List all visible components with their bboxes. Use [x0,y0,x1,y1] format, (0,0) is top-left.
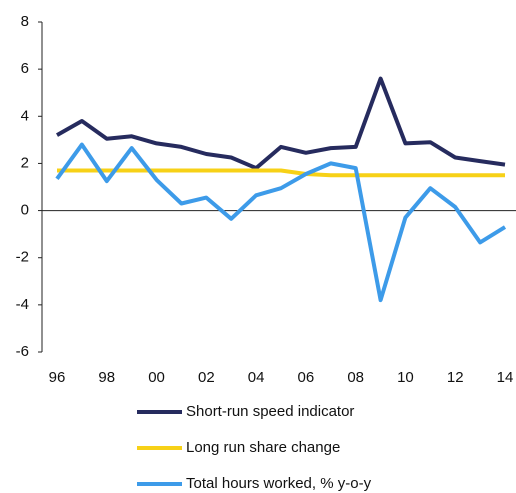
y-tick-label: 8 [21,13,29,30]
y-tick-label: 6 [21,60,29,77]
x-tick-label: 96 [49,369,66,386]
x-tick-label: 08 [347,369,364,386]
y-tick-label: -2 [16,249,29,266]
x-tick-label: 00 [148,369,165,386]
series-line [55,142,507,303]
legend-label: Long run share change [186,439,340,456]
x-tick-label: 02 [198,369,215,386]
x-tick-label: 98 [98,369,115,386]
series-line [56,76,506,171]
x-tick-label: 04 [248,369,265,386]
x-tick-label: 06 [298,369,315,386]
y-tick-label: 0 [21,202,29,219]
series-line [57,168,505,178]
legend-label: Total hours worked, % y-o-y [186,475,372,492]
y-tick-label: 2 [21,154,29,171]
y-tick-label: -6 [16,343,29,360]
y-tick-label: 4 [21,107,29,124]
x-tick-label: 14 [497,369,514,386]
x-tick-label: 12 [447,369,464,386]
x-tick-label: 10 [397,369,414,386]
legend-label: Short-run speed indicator [186,403,354,420]
y-tick-label: -4 [16,296,29,313]
